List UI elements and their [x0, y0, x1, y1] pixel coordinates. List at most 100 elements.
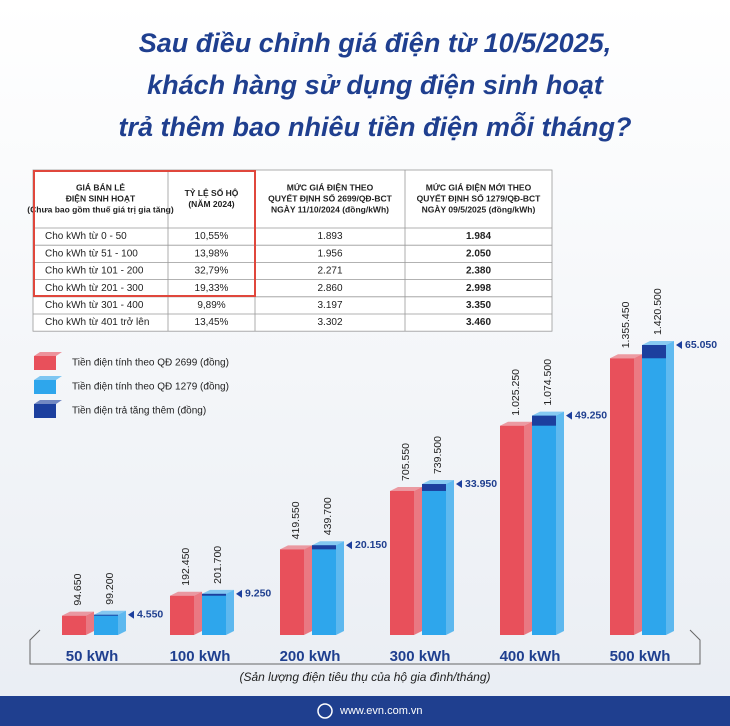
increase-label: 9.250 — [245, 588, 271, 600]
table-cell: 1.984 — [466, 231, 491, 242]
increase-pointer — [236, 589, 242, 598]
value-label: 1.420.500 — [652, 288, 664, 335]
bar — [642, 345, 666, 635]
footer-site: www.evn.com.vn — [339, 705, 423, 717]
legend-swatch — [34, 356, 56, 370]
bar-side — [414, 486, 422, 635]
bar — [390, 490, 414, 635]
value-label: 94.650 — [72, 573, 84, 605]
table-cell: 2.380 — [466, 266, 491, 277]
x-tick-label: 500 kWh — [610, 648, 671, 665]
bar-top — [610, 354, 642, 359]
globe-icon — [317, 703, 333, 719]
table-cell: Cho kWh từ 51 - 100 — [45, 248, 138, 259]
increase-pointer — [128, 610, 134, 619]
table-cell: 10,55% — [195, 231, 229, 242]
bar — [62, 615, 86, 635]
legend-swatch-top — [34, 400, 62, 404]
value-label: 1.025.250 — [510, 369, 522, 416]
bar — [170, 595, 194, 635]
table-cell: Cho kWh từ 0 - 50 — [45, 231, 127, 242]
legend: Tiền điện tính theo QĐ 2699 (đồng) Tiền đ… — [34, 352, 229, 418]
increase-label: 65.050 — [685, 339, 717, 351]
table-header: TỶ LỆ SỐ HỘ — [185, 187, 239, 198]
x-tick-label: 400 kWh — [500, 648, 561, 665]
table-header: GIÁ BÁN LẺ — [76, 181, 125, 192]
table-cell: 3.460 — [466, 317, 491, 328]
table-cell: 2.050 — [466, 248, 491, 259]
increase-pointer — [456, 480, 462, 489]
increase-pointer — [676, 341, 682, 349]
table-cell: 3.302 — [317, 317, 342, 328]
title-line: trả thêm bao nhiêu tiền điện mỗi tháng? — [118, 111, 631, 142]
x-tick-label: 200 kWh — [280, 648, 341, 665]
legend-label: Tiền điện tính theo QĐ 1279 (đồng) — [72, 381, 229, 393]
bar-top — [170, 591, 202, 596]
value-label: 1.355.450 — [620, 301, 632, 348]
bar-side — [666, 341, 674, 635]
bar-top — [62, 611, 94, 616]
increase-label: 33.950 — [465, 478, 497, 490]
table-header: QUYẾT ĐỊNH SỐ 1279/QĐ-BCT — [417, 192, 542, 203]
table-cell: Cho kWh từ 401 trở lên — [45, 316, 149, 328]
value-label: 192.450 — [180, 548, 192, 586]
bar — [500, 425, 524, 635]
title: Sau điều chỉnh giá điện từ 10/5/2025, khá… — [118, 28, 631, 142]
increase-pointer — [346, 541, 352, 550]
bar-side — [446, 480, 454, 635]
table-bg — [32, 169, 553, 332]
bar-top — [642, 341, 674, 345]
increase-segment — [312, 545, 336, 550]
table-cell: 13,98% — [195, 248, 229, 259]
increase-segment — [642, 345, 666, 359]
table-cell: 2.271 — [317, 266, 342, 277]
increase-segment — [422, 484, 446, 491]
increase-pointer — [566, 411, 572, 420]
bar-side — [634, 354, 642, 635]
bar — [280, 549, 304, 635]
bar — [202, 593, 226, 635]
increase-segment — [94, 614, 118, 616]
table-cell: 2.860 — [317, 283, 342, 294]
chart: 94.650 99.200 4.550 50 kWh 192.450 201.700 9.2… — [62, 288, 717, 665]
bar — [312, 545, 336, 635]
increase-label: 49.250 — [575, 409, 607, 421]
legend-swatch-top — [34, 376, 62, 380]
legend-swatch — [34, 404, 56, 418]
legend-label: Tiền điện trả tăng thêm (đồng) — [72, 405, 206, 417]
bar-top — [422, 480, 454, 485]
value-label: 1.074.500 — [542, 359, 554, 406]
increase-segment — [532, 415, 556, 426]
bar — [94, 614, 118, 635]
value-label: 419.550 — [290, 501, 302, 539]
bar-side — [118, 610, 126, 635]
bar — [610, 358, 634, 635]
legend-swatch-top — [34, 352, 62, 356]
highlight-box — [33, 170, 256, 297]
bar-top — [280, 545, 312, 550]
table-cell: 1.956 — [317, 248, 342, 259]
bar-side — [304, 545, 312, 635]
value-label: 201.700 — [212, 546, 224, 584]
table-header: QUYẾT ĐỊNH SỐ 2699/QĐ-BCT — [268, 192, 393, 203]
table-header: (NĂM 2024) — [188, 199, 234, 209]
table-header: ĐIỆN SINH HOẠT — [66, 192, 136, 203]
x-tick-label: 300 kWh — [390, 648, 451, 665]
bar-top — [500, 421, 532, 426]
table-cell: Cho kWh từ 301 - 400 — [45, 300, 144, 311]
bar-top — [312, 541, 344, 546]
table-header: (Chưa bao gồm thuế giá trị gia tăng) — [27, 204, 174, 214]
value-label: 705.550 — [400, 443, 412, 481]
increase-label: 20.150 — [355, 539, 387, 551]
value-label: 739.500 — [432, 436, 444, 474]
value-label: 439.700 — [322, 497, 334, 535]
bar-side — [556, 411, 564, 635]
table-cell: 3.350 — [466, 300, 491, 311]
table-header: NGÀY 11/10/2024 (đồng/kWh) — [271, 204, 389, 214]
title-line: Sau điều chỉnh giá điện từ 10/5/2025, — [139, 28, 611, 58]
bar-side — [226, 589, 234, 635]
bar-side — [524, 421, 532, 635]
legend-swatch — [34, 380, 56, 394]
bar — [532, 415, 556, 635]
